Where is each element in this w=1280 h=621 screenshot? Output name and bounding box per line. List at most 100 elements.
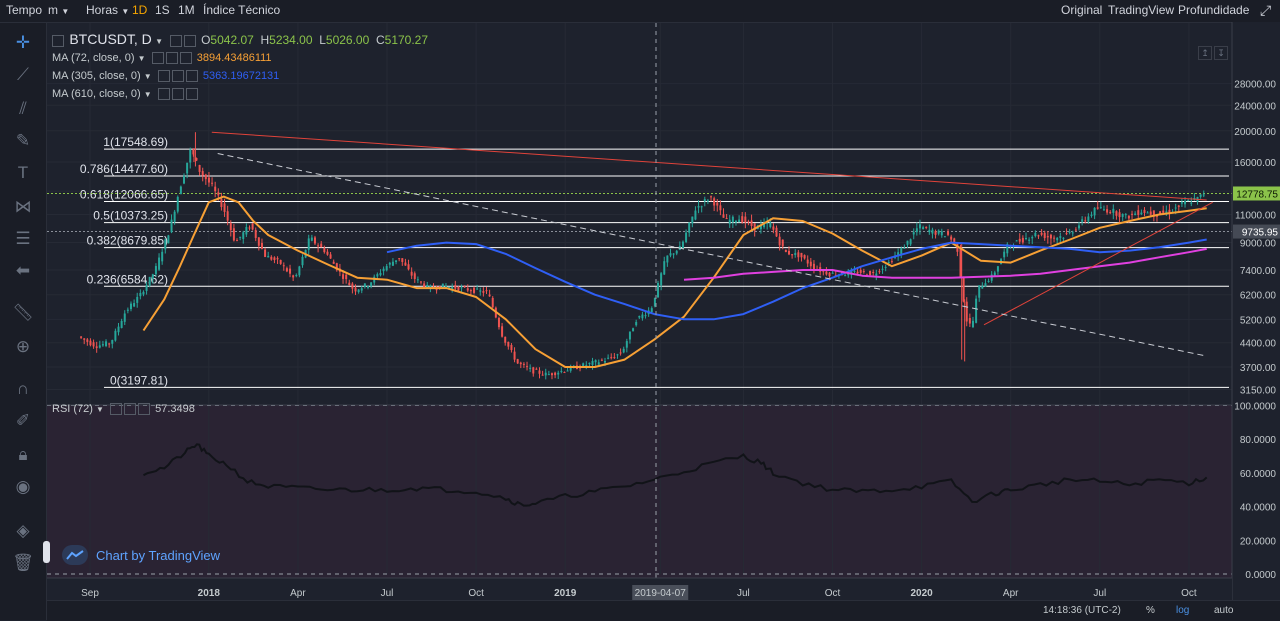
candle-body [781, 239, 784, 247]
pitchfork-icon[interactable]: ⫽ [19, 99, 27, 118]
candle-body [906, 240, 909, 245]
candle-body [706, 200, 709, 202]
percent-toggle[interactable]: % [1146, 605, 1155, 616]
time-tick-label: 2020 [910, 588, 933, 599]
candle-body [694, 210, 697, 220]
close-value: 5170.27 [384, 33, 429, 47]
chevron-down-icon[interactable]: ▼ [96, 405, 104, 414]
close-icon[interactable] [138, 403, 151, 416]
settings-icon[interactable] [157, 70, 170, 83]
pencil-lock-icon[interactable]: ✐ [15, 411, 31, 430]
settings-icon[interactable] [169, 34, 182, 47]
settings-icon[interactable] [157, 88, 170, 101]
original-view-button[interactable]: Original [1061, 3, 1103, 17]
close-icon[interactable] [185, 88, 198, 101]
candle-body [401, 258, 404, 262]
settings-icon[interactable] [110, 403, 123, 416]
hide-icon[interactable] [124, 403, 137, 416]
auto-toggle[interactable]: auto [1214, 605, 1234, 616]
rsi-legend[interactable]: RSI (72) ▼ 57.3498 [52, 403, 195, 416]
tradingview-watermark[interactable]: Chart by TradingView [62, 545, 220, 565]
candle-body [750, 220, 753, 226]
candle-body [173, 211, 176, 222]
trendline-icon[interactable]: ⟋ [17, 65, 29, 84]
close-icon[interactable] [179, 52, 192, 65]
layers-icon[interactable]: ◈ [16, 521, 30, 540]
technical-index-button[interactable]: Índice Técnico [203, 3, 281, 17]
candle-body [1084, 220, 1087, 222]
interval-1d-button[interactable]: 1D [132, 3, 148, 17]
candle-body [86, 339, 89, 342]
interval-1m-button[interactable]: 1M [178, 3, 195, 17]
trash-icon[interactable]: 🗑︎ [12, 553, 34, 572]
drawer-handle[interactable] [43, 541, 50, 563]
interval-1s-button[interactable]: 1S [155, 3, 170, 17]
candle-body [1053, 237, 1056, 239]
ma305-legend[interactable]: MA (305, close, 0) ▼ 5363.19672131 [52, 70, 279, 83]
close-icon[interactable] [185, 70, 198, 83]
chevron-down-icon[interactable]: ▼ [143, 90, 152, 99]
brush-icon[interactable]: ✎ [15, 131, 31, 150]
lock-icon[interactable]: 🔒︎ [18, 445, 28, 464]
hide-icon[interactable] [171, 88, 184, 101]
chevron-down-icon[interactable]: ▼ [137, 54, 146, 63]
ruler-icon[interactable]: 📏︎ [12, 303, 34, 322]
pattern-icon[interactable]: ⋈ [14, 197, 32, 216]
open-value: 5042.07 [210, 33, 254, 47]
candle-body [984, 283, 987, 287]
candle-body [242, 232, 245, 239]
ma72-legend[interactable]: MA (72, close, 0) ▼ 3894.43486111 [52, 52, 272, 65]
hide-icon[interactable] [165, 52, 178, 65]
candle-body [376, 274, 379, 277]
candle-body [1059, 236, 1062, 238]
hide-icon[interactable] [183, 34, 196, 47]
text-icon[interactable]: T [17, 163, 29, 182]
chevron-down-icon[interactable]: ▼ [155, 37, 164, 46]
candle-body [251, 223, 254, 230]
depth-view-button[interactable]: Profundidade [1178, 3, 1250, 17]
settings-icon[interactable] [151, 52, 164, 65]
time-tick-label: Jul [381, 588, 394, 599]
crosshair-icon[interactable]: ✛ [15, 33, 31, 52]
candle-body [787, 250, 790, 255]
scroll-up-icon[interactable]: ↥ [1198, 46, 1212, 60]
scroll-down-icon[interactable]: ↧ [1214, 46, 1228, 60]
candle-body [981, 286, 984, 289]
candle-body [420, 281, 423, 283]
candle-body [878, 271, 881, 273]
candle-body [529, 367, 532, 369]
indicator-lines [142, 131, 1213, 368]
tradingview-view-button[interactable]: TradingView [1108, 3, 1175, 17]
candle-body [516, 359, 519, 364]
candle-body [279, 259, 282, 264]
rsi-tick-label: 40.0000 [1240, 503, 1277, 514]
candle-body [909, 239, 912, 245]
ma610-legend[interactable]: MA (610, close, 0) ▼ [52, 88, 200, 101]
candle-body [859, 269, 862, 273]
back-arrow-icon[interactable]: ⬅ [15, 261, 31, 280]
rsi-label: RSI (72) [52, 403, 93, 415]
zoom-in-icon[interactable]: ⊕ [15, 337, 31, 356]
candle-body [1162, 210, 1165, 213]
candle-body [80, 336, 83, 338]
candle-body [457, 286, 460, 291]
chevron-down-icon[interactable]: ▼ [143, 72, 152, 81]
candle-body [1137, 210, 1140, 215]
symbol-name[interactable]: BTCUSDT, D [69, 31, 152, 47]
tempo-button[interactable]: Tempo [6, 3, 43, 17]
hours-dropdown[interactable]: Horas ▼ [86, 0, 129, 22]
fullscreen-icon[interactable]: ⤢ [1260, 2, 1272, 18]
minutes-dropdown[interactable]: m ▼ [48, 0, 69, 22]
candle-body [719, 205, 722, 211]
chevron-down-icon: ▼ [61, 7, 70, 16]
fib-icon[interactable]: ☰ [15, 229, 31, 248]
log-toggle[interactable]: log [1176, 605, 1190, 616]
collapse-icon[interactable] [52, 34, 64, 47]
candle-body [1074, 229, 1077, 231]
candle-body [1015, 240, 1018, 242]
eye-icon[interactable]: ◉ [15, 477, 31, 496]
magnet-icon[interactable]: ∩ [16, 379, 30, 398]
candle-body [357, 289, 360, 293]
hide-icon[interactable] [171, 70, 184, 83]
